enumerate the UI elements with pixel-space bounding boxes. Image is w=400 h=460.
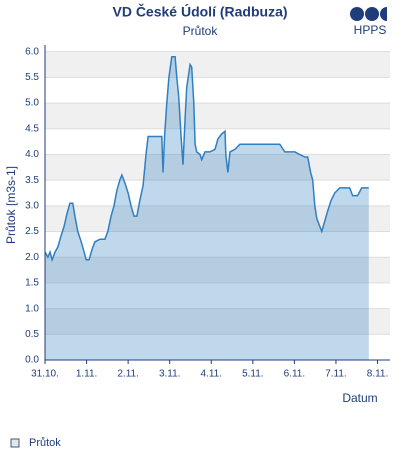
legend-label: Průtok (29, 437, 61, 449)
y-tick-label: 5.5 (25, 72, 39, 83)
x-axis-title: Datum (342, 391, 377, 405)
area-fill (45, 56, 369, 361)
x-tick-label: 3.11. (159, 369, 181, 380)
y-tick-label: 4.5 (25, 123, 39, 134)
x-tick-label: 8.11. (367, 369, 389, 380)
x-tick-label: 2.11. (117, 369, 139, 380)
line (44, 56, 369, 263)
grid-band (45, 51, 390, 78)
chart-subtitle: Průtok (183, 24, 219, 38)
y-tick-label: 3.5 (25, 175, 39, 186)
y-tick-label: 1.5 (25, 278, 39, 289)
x-tick-label: 5.11. (242, 369, 264, 380)
grid-band (45, 257, 390, 283)
grid-band (45, 154, 390, 181)
y-tick-label: 2.5 (25, 226, 39, 237)
x-tick-label: 1.11. (76, 369, 98, 380)
y-tick-label: 6.0 (25, 46, 39, 57)
y-tick-label: 0.5 (25, 329, 39, 340)
logo-text: HPPS (354, 23, 387, 37)
y-axis-title: Průtok [m3s-1] (4, 166, 18, 244)
x-tick-label: 31.10. (31, 369, 59, 380)
y-tick-label: 3.0 (25, 200, 39, 211)
y-tick-label: 1.0 (25, 303, 39, 314)
x-tick-label: 7.11. (325, 369, 347, 380)
logo-mark (350, 7, 387, 21)
x-tick-label: 4.11. (201, 369, 223, 380)
y-tick-label: 0.0 (25, 355, 39, 366)
y-tick-label: 4.0 (25, 149, 39, 160)
x-tick-label: 6.11. (284, 369, 306, 380)
y-tick-label: 5.0 (25, 98, 39, 109)
grid-band (45, 103, 390, 129)
y-tick-label: 2.0 (25, 252, 39, 263)
grid-band (45, 308, 390, 335)
grid-band (45, 205, 390, 232)
legend-swatch (10, 438, 20, 448)
chart-title: VD České Údolí (Radbuza) (112, 3, 287, 20)
